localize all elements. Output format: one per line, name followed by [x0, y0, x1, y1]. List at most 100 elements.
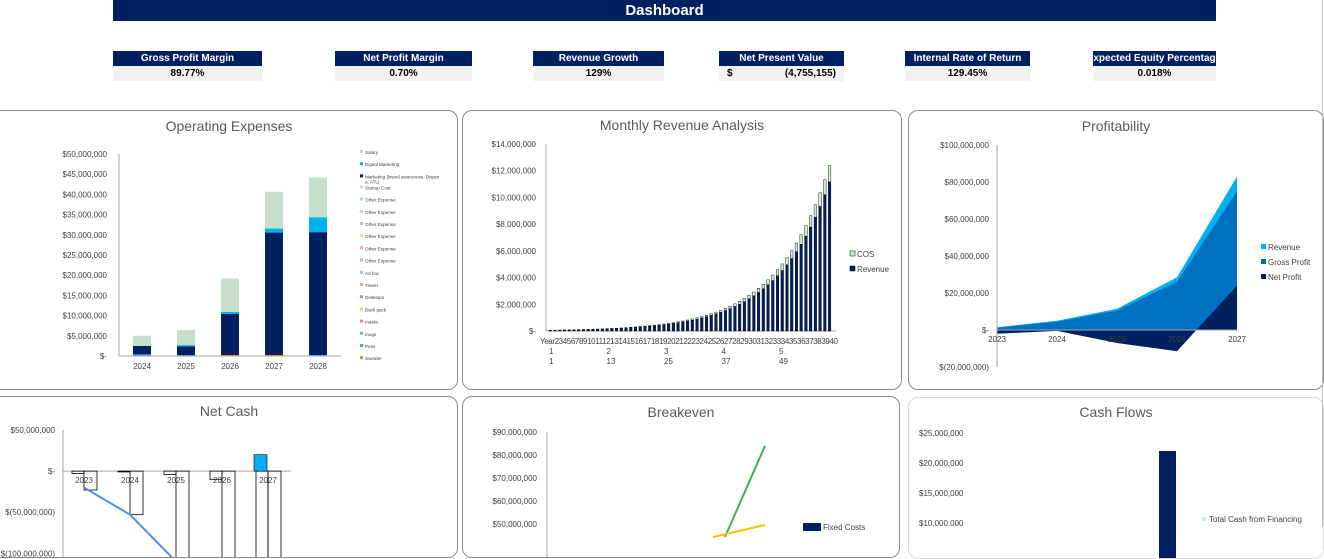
- cos-bar: [738, 301, 741, 304]
- y-tick-label: $20,000,000: [919, 459, 964, 468]
- legend-label: Ad hoc: [365, 271, 380, 276]
- x-group-label: 1: [549, 357, 554, 366]
- revenue-bar: [757, 293, 760, 331]
- legend-label: Revenue: [1268, 243, 1301, 252]
- revenue-bar: [620, 328, 623, 331]
- legend-label: Other Expense: [365, 259, 396, 264]
- kpi-label: Net Present Value: [719, 51, 844, 66]
- revenue-bar: [549, 330, 552, 331]
- revenue-bar: [592, 329, 595, 331]
- y-tick-label: $100,000,000: [940, 141, 989, 150]
- legend-swatch: [1261, 244, 1266, 249]
- revenue-bar: [625, 328, 628, 331]
- x-tick-label: 2027: [265, 362, 283, 371]
- stack-segment: [265, 355, 283, 356]
- revenue-bar: [611, 329, 614, 331]
- sheet-right-edge: [1322, 0, 1323, 527]
- y-tick-label: $25,000,000: [919, 429, 964, 438]
- chart-net-cash: Net Cash $50,000,000$-$(50,000,000)$(100…: [0, 396, 458, 558]
- legend-swatch: [360, 320, 363, 323]
- revenue-bar: [819, 207, 822, 331]
- legend-label: COS: [857, 250, 874, 259]
- revenue-bar: [658, 325, 661, 331]
- kpi-label: Gross Profit Margin: [113, 51, 262, 66]
- revenue-bar: [753, 296, 756, 331]
- cos-bar: [719, 310, 722, 312]
- x-tick-label: 2025: [1108, 335, 1126, 344]
- breakeven-plot: $90,000,000$80,000,000$70,000,000$60,000…: [463, 397, 899, 557]
- kpi-value: 129.45%: [905, 66, 1030, 81]
- stack-segment: [133, 336, 151, 346]
- stack-segment: [177, 346, 195, 355]
- revenue-bar: [582, 330, 585, 331]
- revenue-bar: [828, 182, 831, 331]
- revenue-bar: [663, 325, 666, 331]
- legend-label: Other Expense: [365, 222, 396, 227]
- cos-bar: [734, 304, 737, 307]
- x-group-label: 2: [607, 347, 612, 356]
- cos-bar: [753, 292, 756, 296]
- legend-label: Net Profit: [1268, 273, 1302, 282]
- revenue-line: [725, 446, 765, 537]
- x-tick-label: 2024: [1048, 335, 1066, 344]
- revenue-bar: [805, 236, 808, 331]
- legend-label: Travel: [365, 283, 378, 288]
- revenue-bar: [587, 330, 590, 331]
- kpi-value: 129%: [533, 66, 664, 81]
- cos-bar: [795, 243, 798, 252]
- cos-bar: [809, 216, 812, 228]
- revenue-bar: [734, 307, 737, 331]
- revenue-bar: [800, 244, 803, 331]
- kpi-expected-equity-percentage: xpected Equity Percentag 0.018%: [1093, 51, 1216, 81]
- legend-label: Other Expense: [365, 198, 396, 203]
- legend-label: Other Expense: [365, 234, 396, 239]
- cash-flows-plot: $25,000,000$20,000,000$15,000,000$10,000…: [909, 398, 1323, 558]
- cos-bar: [828, 165, 831, 182]
- y-tick-label: $50,000,000: [493, 520, 538, 529]
- y-tick-label: $45,000,000: [63, 170, 108, 179]
- cos-bar: [700, 317, 703, 318]
- legend-label: masks: [365, 320, 379, 325]
- legend-label: Digital Marketing: [365, 162, 400, 167]
- stack-segment: [133, 346, 151, 354]
- cos-bar: [729, 306, 732, 308]
- cos-bar: [805, 226, 808, 237]
- legend-swatch: [360, 344, 363, 347]
- currency-symbol: $: [727, 66, 733, 81]
- y-tick-label: $-: [48, 467, 55, 476]
- x-tick-label: 2023: [988, 335, 1006, 344]
- stack-segment: [221, 314, 239, 355]
- x-tick-label: 2027: [1228, 335, 1246, 344]
- revenue-bar: [724, 311, 727, 331]
- dashboard-title-banner: Dashboard: [113, 0, 1216, 21]
- x-month-labels: Year234567891011121314151617181920212223…: [540, 337, 839, 346]
- x-group-label: 25: [664, 357, 673, 366]
- x-tick-label: 2024: [121, 476, 139, 485]
- revenue-bar: [767, 285, 770, 331]
- cos-bar: [790, 251, 793, 259]
- revenue-bar: [776, 276, 779, 331]
- cos-bar: [710, 314, 713, 316]
- cos-bar: [819, 193, 822, 207]
- legend-swatch: [360, 356, 363, 359]
- y-tick-label: $(20,000,000): [939, 363, 989, 372]
- y-tick-label: $60,000,000: [945, 215, 990, 224]
- chart-breakeven: Breakeven $90,000,000$80,000,000$70,000,…: [462, 396, 900, 558]
- stack-segment: [265, 233, 283, 355]
- legend-swatch: [360, 259, 363, 262]
- y-tick-label: $10,000,000: [63, 312, 108, 321]
- stack-segment: [309, 355, 327, 356]
- revenue-bar: [648, 326, 651, 331]
- x-tick-label: 2028: [309, 362, 327, 371]
- legend-swatch: [360, 198, 363, 201]
- cos-bar: [748, 295, 751, 299]
- x-group-label: 4: [722, 347, 727, 356]
- x-tick-label: 2023: [75, 476, 93, 485]
- svg-text:a, ATL): a, ATL): [365, 179, 380, 184]
- revenue-bar: [672, 323, 675, 331]
- kpi-internal-rate-of-return: Internal Rate of Return 129.45%: [905, 51, 1030, 81]
- legend-label: Other Expense: [365, 246, 396, 251]
- legend-swatch: [360, 222, 363, 225]
- revenue-bar: [639, 327, 642, 331]
- cos-bar: [705, 315, 708, 317]
